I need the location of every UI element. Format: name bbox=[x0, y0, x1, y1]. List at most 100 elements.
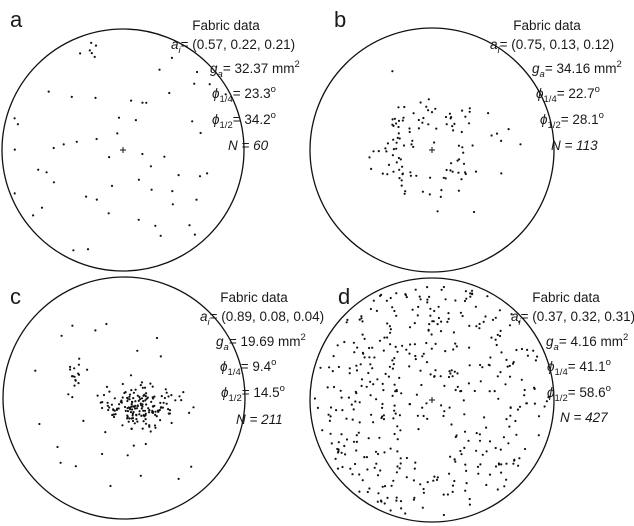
panel-d-data-point bbox=[440, 320, 443, 323]
panel-d-data-point bbox=[454, 342, 457, 345]
panel-b-center-cross bbox=[429, 147, 435, 153]
panel-d-data-point bbox=[400, 392, 403, 395]
panel-b-data-point bbox=[430, 111, 434, 114]
panel-c-data-point bbox=[142, 420, 145, 423]
panel-b-data-point bbox=[408, 127, 411, 130]
panel-d-data-point bbox=[481, 453, 484, 456]
panel-c-data-point bbox=[73, 367, 76, 370]
panel-d-data-point bbox=[411, 308, 414, 311]
panel-d-data-point bbox=[484, 315, 487, 318]
panel-d-ai: ai= (0.37, 0.32, 0.31) bbox=[511, 309, 634, 328]
panel-d-data-point bbox=[413, 322, 416, 325]
panel-d-data-point bbox=[427, 328, 430, 331]
panel-d-data-point bbox=[464, 290, 467, 293]
panel-d-data-point bbox=[428, 295, 431, 298]
panel-d-data-point bbox=[456, 385, 459, 388]
panel-c-data-point bbox=[121, 396, 124, 399]
panel-a-data-point bbox=[193, 82, 196, 85]
panel-a-data-point bbox=[195, 70, 199, 74]
panel-c-data-point bbox=[149, 382, 152, 385]
panel-a-data-point bbox=[195, 198, 198, 201]
panel-a-data-point bbox=[16, 123, 19, 126]
panel-a-phi-half: ϕ1/2= 34.2o bbox=[212, 110, 276, 131]
panel-b-data-point bbox=[398, 137, 401, 140]
panel-b-data-point bbox=[386, 173, 389, 176]
panel-c-data-point bbox=[73, 375, 76, 378]
panel-d-data-point bbox=[512, 361, 515, 364]
panel-a-data-point bbox=[141, 101, 144, 104]
panel-d-data-point bbox=[533, 387, 536, 390]
panel-c-data-point bbox=[144, 399, 147, 402]
panel-d-data-point bbox=[337, 365, 340, 369]
panel-c-data-point bbox=[155, 336, 159, 340]
panel-d-data-point bbox=[433, 375, 436, 378]
panel-d-data-point bbox=[355, 364, 358, 367]
panel-b-data-point bbox=[392, 170, 395, 173]
panel-c-data-point bbox=[129, 411, 133, 414]
panel-c-data-point bbox=[131, 412, 134, 415]
panel-c-data-point bbox=[136, 349, 139, 352]
panel-b-data-point bbox=[467, 122, 471, 125]
panel-d-data-point bbox=[395, 496, 398, 499]
panel-b-data-point bbox=[461, 146, 464, 149]
panel-d-data-point bbox=[500, 471, 503, 474]
panel-c-data-point bbox=[126, 417, 129, 420]
panel-d-data-point bbox=[425, 402, 428, 405]
panel-a-data-point bbox=[193, 233, 196, 236]
panel-b-data-point bbox=[391, 154, 394, 157]
panel-a-data-point bbox=[95, 137, 98, 141]
panel-d-data-point bbox=[414, 461, 417, 464]
panel-c-data-point bbox=[71, 375, 74, 378]
panel-d-data-point bbox=[452, 331, 455, 334]
panel-b-data-point bbox=[507, 128, 510, 131]
panel-d-data-point bbox=[391, 394, 394, 397]
panel-c-data-point bbox=[115, 408, 118, 411]
panel-d-data-point bbox=[408, 365, 411, 368]
panel-c-data-point bbox=[121, 382, 124, 386]
panel-b-data-point bbox=[368, 156, 371, 159]
panel-c-data-point bbox=[59, 461, 62, 464]
panel-a-data-point bbox=[171, 190, 174, 193]
panel-d-data-point bbox=[366, 468, 369, 471]
panel-d-data-point bbox=[395, 471, 398, 474]
panel-c-data-point bbox=[158, 408, 161, 412]
panel-d-data-point bbox=[454, 460, 457, 463]
panel-a-data-point bbox=[45, 171, 48, 174]
panel-c-data-point bbox=[141, 386, 144, 389]
panel-a-data-point bbox=[95, 198, 98, 201]
panel-d-data-point bbox=[330, 442, 333, 445]
panel-b-data-point bbox=[450, 162, 453, 165]
panel-b-data-point bbox=[386, 142, 389, 145]
panel-c-data-point bbox=[148, 424, 151, 427]
panel-d-data-point bbox=[341, 409, 344, 412]
panel-c-data-point bbox=[177, 477, 180, 480]
panel-c-data-point bbox=[73, 384, 76, 387]
panel-c-data-point bbox=[114, 413, 117, 416]
panel-d-data-point bbox=[526, 354, 530, 357]
panel-c-data-point bbox=[106, 404, 109, 407]
panel-b-data-point bbox=[474, 170, 478, 173]
panel-c-data-point bbox=[154, 426, 157, 429]
panel-c-data-point bbox=[144, 414, 147, 417]
panel-c-data-point bbox=[145, 392, 148, 395]
panel-a-data-point bbox=[188, 224, 191, 227]
panel-d-data-point bbox=[496, 375, 499, 378]
panel-d-data-point bbox=[345, 438, 349, 441]
panel-c-data-point bbox=[182, 391, 185, 394]
panel-d-data-point bbox=[496, 333, 499, 336]
panel-d-data-point bbox=[377, 492, 380, 495]
panel-d-phi-half: ϕ1/2= 58.6o bbox=[547, 383, 611, 404]
panel-d-data-point bbox=[413, 467, 416, 470]
panel-d-data-point bbox=[536, 355, 539, 358]
panel-d-data-point bbox=[371, 346, 374, 349]
panel-c-data-point bbox=[165, 402, 168, 405]
panel-a-data-point bbox=[145, 101, 148, 104]
panel-d-data-point bbox=[378, 436, 381, 439]
panel-d-data-point bbox=[394, 390, 397, 393]
panel-c-data-point bbox=[161, 406, 164, 409]
panel-d-data-point bbox=[345, 417, 348, 420]
panel-d-data-point bbox=[371, 367, 374, 370]
panel-c-data-point bbox=[160, 395, 163, 398]
panel-a-data-point bbox=[117, 116, 121, 119]
panel-d-ga: ga= 4.16 mm2 bbox=[546, 332, 628, 353]
